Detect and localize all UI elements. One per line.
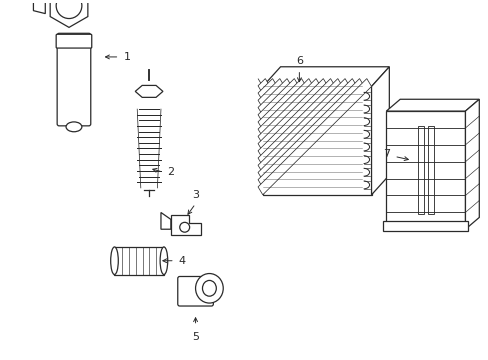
Polygon shape: [386, 99, 478, 111]
Bar: [262, 86, 371, 195]
Polygon shape: [258, 78, 356, 180]
Text: 7: 7: [383, 149, 389, 159]
Polygon shape: [258, 78, 305, 130]
Ellipse shape: [202, 280, 216, 296]
Circle shape: [180, 222, 189, 232]
FancyBboxPatch shape: [57, 33, 91, 126]
Polygon shape: [262, 67, 388, 86]
Polygon shape: [258, 78, 320, 144]
Polygon shape: [258, 78, 277, 101]
Polygon shape: [258, 78, 284, 108]
Polygon shape: [258, 78, 327, 152]
Text: 6: 6: [295, 56, 302, 66]
Polygon shape: [258, 78, 313, 137]
Polygon shape: [371, 67, 388, 195]
Circle shape: [56, 0, 81, 18]
FancyBboxPatch shape: [178, 276, 213, 306]
Polygon shape: [258, 78, 335, 159]
Polygon shape: [465, 99, 478, 229]
Polygon shape: [170, 215, 200, 235]
Polygon shape: [135, 85, 163, 97]
Text: 3: 3: [192, 190, 199, 200]
Bar: [386, 111, 465, 229]
Bar: [417, 126, 423, 215]
Polygon shape: [258, 78, 299, 122]
Polygon shape: [50, 0, 88, 27]
Polygon shape: [258, 78, 269, 94]
Ellipse shape: [195, 274, 223, 303]
Ellipse shape: [160, 247, 167, 275]
Bar: [114, 247, 163, 275]
Ellipse shape: [66, 122, 81, 132]
Text: 2: 2: [166, 167, 174, 177]
Polygon shape: [258, 78, 291, 115]
Polygon shape: [33, 0, 45, 14]
Polygon shape: [258, 78, 262, 86]
Text: 4: 4: [179, 256, 185, 266]
Bar: [383, 221, 468, 231]
FancyBboxPatch shape: [56, 34, 92, 48]
Bar: [427, 126, 433, 215]
Polygon shape: [161, 212, 170, 229]
Text: 1: 1: [123, 52, 130, 62]
Polygon shape: [258, 78, 364, 188]
Polygon shape: [258, 78, 342, 166]
Polygon shape: [258, 78, 371, 195]
Ellipse shape: [110, 247, 118, 275]
Polygon shape: [258, 78, 349, 173]
Text: 5: 5: [192, 332, 199, 342]
